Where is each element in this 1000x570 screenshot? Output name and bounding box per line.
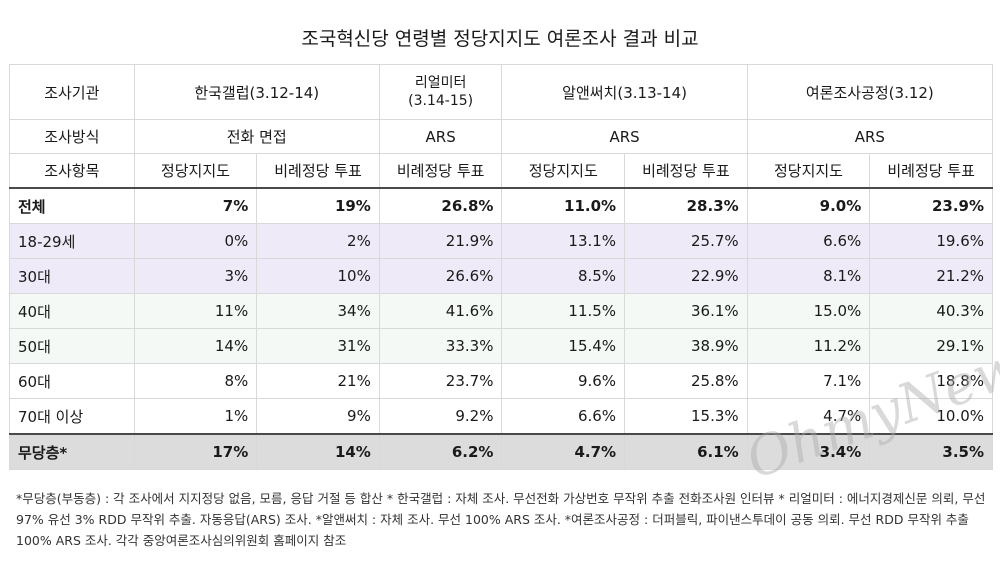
item-header-cell: 정당지지도 (746, 153, 871, 189)
item-header-cell: 비례정당 투표 (378, 153, 503, 189)
row-label: 60대 (9, 363, 135, 399)
row-label: 50대 (9, 328, 135, 364)
data-cell: 40.3% (869, 293, 993, 329)
data-cell: 17% (133, 433, 258, 470)
data-cell: 14% (133, 328, 258, 364)
data-cell: 19.6% (869, 223, 993, 259)
table-row-independents: 무당층* 17% 14% 6.2% 4.7% 6.1% 3.4% 3.5% (9, 433, 993, 470)
data-cell: 15.4% (501, 328, 626, 364)
data-cell: 15.0% (746, 293, 871, 329)
data-cell: 31% (256, 328, 380, 364)
item-header-cell: 비례정당 투표 (256, 153, 380, 189)
data-cell: 25.8% (624, 363, 748, 399)
data-cell: 14% (256, 433, 380, 470)
data-cell: 19% (256, 187, 380, 224)
page-title: 조국혁신당 연령별 정당지지도 여론조사 결과 비교 (301, 28, 699, 50)
data-cell: 18.8% (869, 363, 993, 399)
table-row-age-18-29: 18-29세 0% 2% 21.9% 13.1% 25.7% 6.6% 19.6… (9, 223, 993, 259)
data-cell: 29.1% (869, 328, 993, 364)
row-label: 무당층* (9, 433, 135, 470)
data-cell: 36.1% (624, 293, 748, 329)
data-cell: 7% (133, 187, 258, 224)
agency-realmeter: 리얼미터 (3.14-15) (378, 64, 503, 120)
data-cell: 21.9% (378, 223, 503, 259)
data-cell: 25.7% (624, 223, 748, 259)
data-cell: 11.0% (501, 187, 626, 224)
data-cell: 38.9% (624, 328, 748, 364)
data-cell: 11.2% (746, 328, 871, 364)
item-header-cell: 정당지지도 (501, 153, 626, 189)
data-cell: 41.6% (378, 293, 503, 329)
agency-header-row: 조사기관 한국갤럽(3.12-14) 리얼미터 (3.14-15) 알앤써치(3.… (9, 64, 994, 120)
data-cell: 7.1% (746, 363, 871, 399)
data-cell: 10% (256, 258, 380, 294)
footnote: *무당층(부동층) : 각 조사에서 지지정당 없음, 모름, 응답 거절 등 … (16, 491, 986, 548)
item-label: 조사항목 (9, 153, 135, 189)
data-cell: 1% (133, 398, 258, 435)
data-cell: 9.0% (746, 187, 871, 224)
agency-fair-poll: 여론조사공정(3.12) (746, 64, 994, 120)
table-row-age-30s: 30대 3% 10% 26.6% 8.5% 22.9% 8.1% 21.2% (9, 258, 993, 294)
item-header-cell: 비례정당 투표 (624, 153, 748, 189)
row-label: 30대 (9, 258, 135, 294)
table-row-age-40s: 40대 11% 34% 41.6% 11.5% 36.1% 15.0% 40.3… (9, 293, 993, 329)
data-cell: 3.5% (869, 433, 993, 470)
item-header-cell: 비례정당 투표 (869, 153, 993, 189)
method-realmeter: ARS (378, 119, 503, 154)
agency-realmeter-name: 리얼미터 (414, 75, 467, 91)
poll-comparison-table: 조사기관 한국갤럽(3.12-14) 리얼미터 (3.14-15) 알앤써치(3.… (9, 64, 994, 470)
data-cell: 11.5% (501, 293, 626, 329)
data-cell: 9.2% (378, 398, 503, 435)
item-header-row: 조사항목 정당지지도 비례정당 투표 비례정당 투표 정당지지도 비례정당 투표… (9, 153, 993, 189)
data-cell: 8% (133, 363, 258, 399)
agency-rnsearch: 알앤써치(3.13-14) (501, 64, 748, 120)
data-cell: 23.7% (378, 363, 503, 399)
row-label: 전체 (9, 187, 135, 224)
method-header-row: 조사방식 전화 면접 ARS ARS ARS (9, 119, 994, 154)
data-cell: 4.7% (746, 398, 871, 435)
data-cell: 21.2% (869, 258, 993, 294)
data-cell: 6.1% (624, 433, 748, 470)
data-cell: 15.3% (624, 398, 748, 435)
table-row-total: 전체 7% 19% 26.8% 11.0% 28.3% 9.0% 23.9% (9, 187, 993, 224)
data-cell: 34% (256, 293, 380, 329)
row-label: 18-29세 (9, 223, 135, 259)
data-cell: 6.6% (746, 223, 871, 259)
data-cell: 22.9% (624, 258, 748, 294)
data-cell: 3% (133, 258, 258, 294)
agency-realmeter-date: (3.14-15) (408, 93, 474, 109)
row-label: 70대 이상 (9, 398, 135, 435)
method-fair-poll: ARS (746, 119, 994, 154)
data-cell: 6.2% (378, 433, 503, 470)
method-label: 조사방식 (9, 119, 135, 154)
agency-gallup: 한국갤럽(3.12-14) (133, 64, 380, 120)
data-cell: 11% (133, 293, 258, 329)
data-cell: 2% (256, 223, 380, 259)
data-cell: 10.0% (869, 398, 993, 435)
table-row-age-50s: 50대 14% 31% 33.3% 15.4% 38.9% 11.2% 29.1… (9, 328, 993, 364)
data-cell: 6.6% (501, 398, 626, 435)
table-row-age-60s: 60대 8% 21% 23.7% 9.6% 25.8% 7.1% 18.8% (9, 363, 993, 399)
data-cell: 0% (133, 223, 258, 259)
item-header-cell: 정당지지도 (133, 153, 258, 189)
data-cell: 8.5% (501, 258, 626, 294)
table-row-age-70-plus: 70대 이상 1% 9% 9.2% 6.6% 15.3% 4.7% 10.0% (9, 398, 993, 435)
data-cell: 23.9% (869, 187, 993, 224)
data-cell: 3.4% (746, 433, 871, 470)
row-label: 40대 (9, 293, 135, 329)
data-cell: 33.3% (378, 328, 503, 364)
data-cell: 8.1% (746, 258, 871, 294)
data-cell: 26.6% (378, 258, 503, 294)
data-cell: 13.1% (501, 223, 626, 259)
data-cell: 28.3% (624, 187, 748, 224)
method-gallup: 전화 면접 (133, 119, 380, 154)
agency-label: 조사기관 (9, 64, 135, 120)
data-cell: 9% (256, 398, 380, 435)
data-cell: 21% (256, 363, 380, 399)
method-rnsearch: ARS (501, 119, 748, 154)
data-cell: 26.8% (378, 187, 503, 224)
data-cell: 4.7% (501, 433, 626, 470)
data-cell: 9.6% (501, 363, 626, 399)
